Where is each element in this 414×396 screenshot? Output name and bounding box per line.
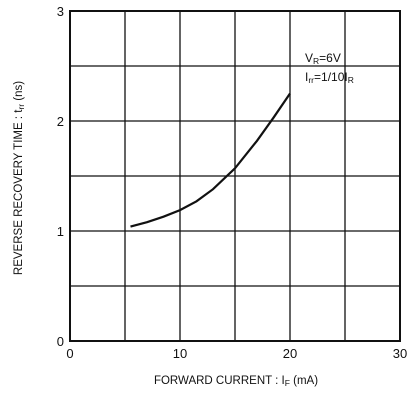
x-axis-label: FORWARD CURRENT : IF (mA)	[154, 375, 318, 388]
y-tick-label: 2	[57, 114, 64, 129]
y-axis-label: REVERSE RECOVERY TIME : trr (ns)	[13, 81, 26, 275]
x-tick-labels: 0 10 20 30	[66, 346, 407, 361]
x-tick-label: 30	[393, 346, 407, 361]
plot-frame	[69, 10, 401, 342]
x-tick-label: 0	[66, 346, 73, 361]
x-tick-label: 20	[283, 346, 297, 361]
y-tick-labels: 0 1 2 3	[57, 4, 64, 349]
grid	[70, 11, 400, 341]
x-tick-label: 10	[173, 346, 187, 361]
annotation-vr: VR=6V	[305, 51, 341, 66]
y-tick-label: 1	[57, 224, 64, 239]
y-tick-label: 3	[57, 4, 64, 19]
y-tick-label: 0	[57, 334, 64, 349]
series-line	[130, 92, 291, 228]
annotation-irr: Irr=1/10IR	[305, 70, 354, 85]
